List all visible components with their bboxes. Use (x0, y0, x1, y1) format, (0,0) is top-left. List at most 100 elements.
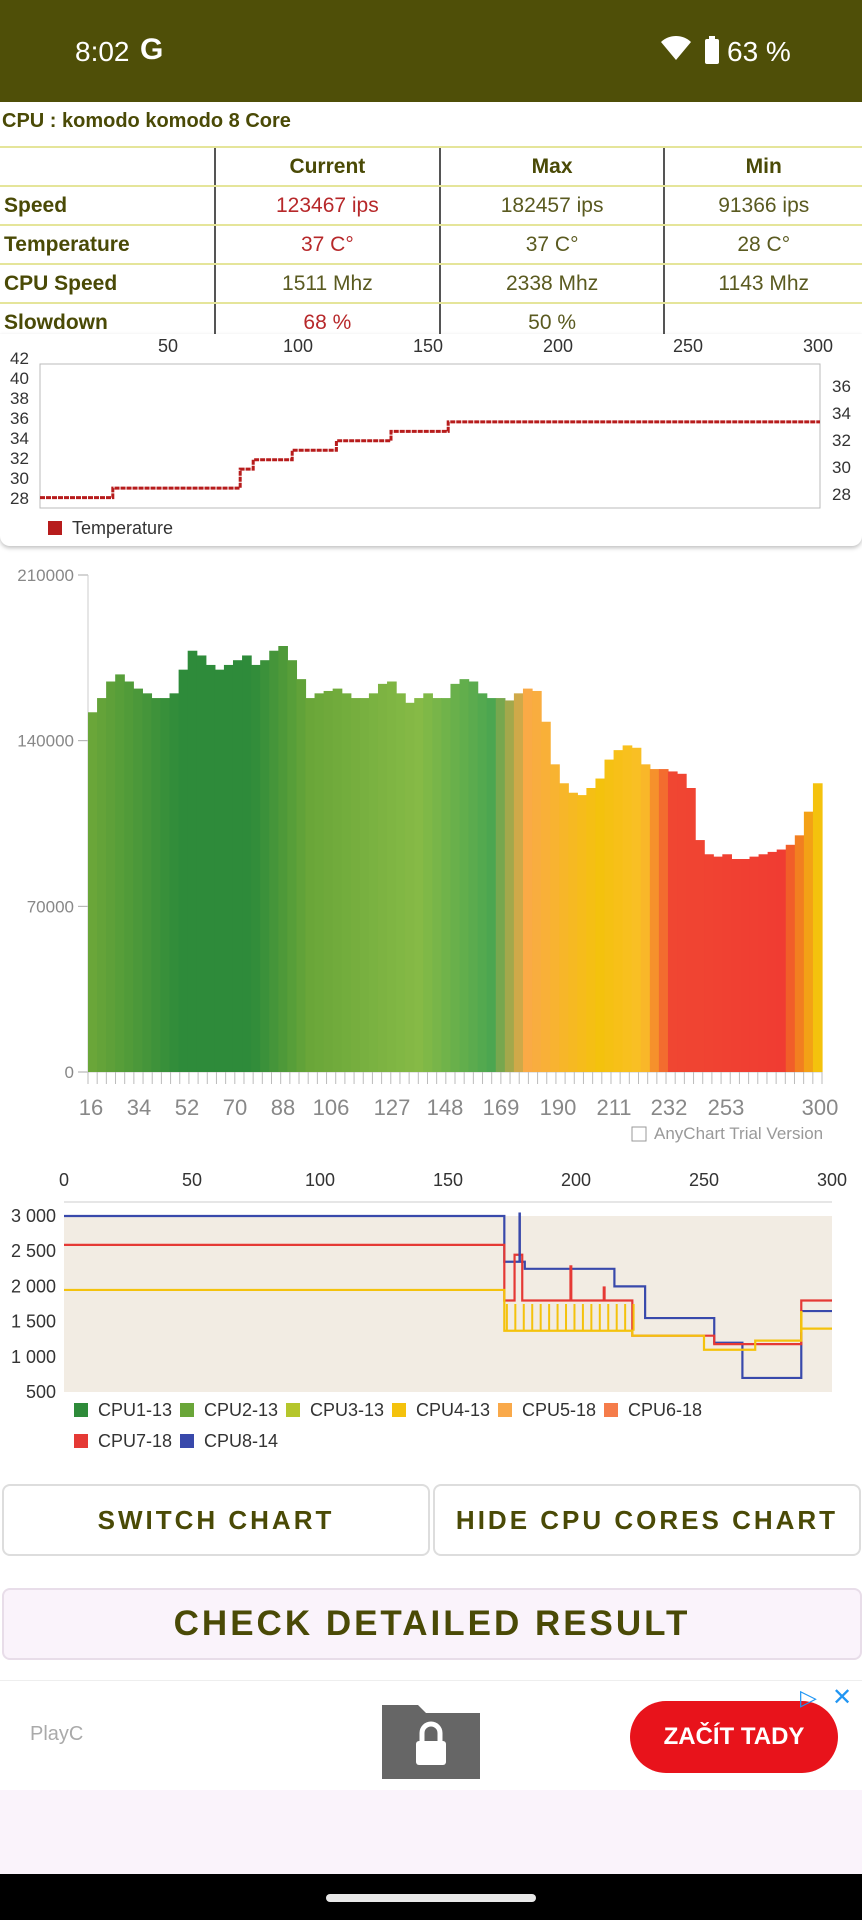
x-tick-label: 106 (313, 1095, 350, 1120)
speed-bar (260, 660, 270, 1072)
row-label: Temperature (0, 225, 215, 265)
core-legend-item: CPU6-18 (604, 1400, 702, 1421)
header-empty (0, 146, 215, 187)
x-tick-label: 250 (689, 1170, 719, 1190)
speed-bar (377, 683, 388, 1072)
speed-bar (88, 712, 98, 1072)
x-tick-label: 300 (803, 336, 833, 356)
x-tick-label: 50 (158, 336, 178, 356)
core-legend-item: CPU8-14 (180, 1431, 278, 1452)
x-tick-label: 88 (271, 1095, 295, 1120)
speed-bar (794, 835, 805, 1072)
legend-swatch (74, 1403, 88, 1417)
home-gesture-pill[interactable] (326, 1894, 536, 1902)
speed-bar (214, 669, 225, 1072)
check-detailed-result-button[interactable]: CHECK DETAILED RESULT (2, 1588, 862, 1660)
speed-bar (242, 655, 252, 1072)
cell-current: 37 C° (214, 225, 440, 265)
speed-bar (450, 683, 461, 1072)
table-row: Temperature 37 C° 37 C° 28 C° (0, 225, 862, 265)
temperature-legend: Temperature (48, 518, 173, 539)
y-left-tick-label: 38 (10, 389, 29, 408)
y-left-tick-label: 30 (10, 469, 29, 488)
y-tick-label: 2 000 (11, 1276, 56, 1296)
y-tick-label: 3 000 (11, 1206, 56, 1226)
ad-close-icon[interactable]: ✕ (832, 1684, 853, 1711)
x-tick-label: 100 (283, 336, 313, 356)
speed-bar (178, 669, 189, 1072)
x-tick-label: 253 (708, 1095, 745, 1120)
x-tick-label: 150 (433, 1170, 463, 1190)
y-tick-label: 500 (26, 1382, 56, 1400)
speed-bar (368, 693, 379, 1072)
x-tick-label: 190 (540, 1095, 577, 1120)
speed-bar (151, 698, 162, 1072)
ad-cta-button[interactable]: ZAČÍT TADY (630, 1701, 838, 1773)
core-legend-item: CPU1-13 (74, 1400, 172, 1421)
x-tick-label: 232 (651, 1095, 688, 1120)
hide-cpu-cores-chart-button[interactable]: HIDE CPU CORES CHART (433, 1484, 861, 1556)
cell-min: 1143 Mhz (663, 264, 862, 304)
speed-bar (586, 788, 597, 1072)
ad-info-icon[interactable]: ▷ (800, 1685, 817, 1710)
status-bar: 8:02 G 63 % (0, 0, 862, 102)
speed-bar (196, 655, 207, 1072)
legend-swatch (604, 1403, 618, 1417)
speed-bar (423, 693, 433, 1072)
speed-bar (667, 771, 678, 1072)
speed-bar (504, 700, 515, 1072)
core-legend-item: CPU5-18 (498, 1400, 596, 1421)
legend-label: CPU4-13 (416, 1400, 491, 1420)
speed-bar (550, 764, 560, 1072)
speed-bar (577, 795, 587, 1072)
legend-label: CPU1-13 (98, 1400, 173, 1420)
switch-chart-button[interactable]: SWITCH CHART (2, 1484, 430, 1556)
speed-bar (695, 840, 705, 1072)
plot-frame (39, 363, 821, 509)
speed-bar (486, 698, 497, 1072)
speed-bar (776, 849, 787, 1072)
speed-bar (341, 693, 352, 1072)
speed-bar (640, 764, 651, 1072)
wifi-icon (661, 36, 691, 60)
speed-bar (532, 690, 542, 1072)
speed-bar (677, 773, 687, 1072)
temperature-line (40, 420, 820, 500)
speed-bar (405, 702, 415, 1072)
y-left-tick-label: 28 (10, 489, 29, 508)
speed-bar (350, 698, 361, 1072)
speed-bar (604, 759, 615, 1072)
speed-bar-chart: 210000 140000 70000 0 16 34 52 70 88 106 127 148 169… (17, 566, 838, 1143)
cell-max: 2338 Mhz (438, 264, 665, 304)
speed-bar (124, 681, 134, 1072)
x-tick-label: 52 (175, 1095, 199, 1120)
speed-bar (97, 698, 107, 1072)
y-tick-label: 1 500 (11, 1312, 56, 1332)
speed-bar (749, 856, 760, 1072)
speed-bar (251, 664, 261, 1072)
speed-bar (713, 856, 723, 1072)
speed-bar (232, 660, 243, 1072)
speed-bar (269, 650, 279, 1072)
stats-header-row: Current Max Min (0, 146, 862, 187)
speed-bar (441, 698, 452, 1072)
temperature-chart-panel: 50 100 150 200 250 300 42 40 38 36 34 32 30 28 36 34 32 3… (0, 334, 862, 546)
y-left-tick-label: 32 (10, 449, 29, 468)
anychart-logo-icon (631, 1126, 647, 1142)
speed-bar (359, 698, 370, 1072)
speed-bar (142, 693, 153, 1072)
speed-bar (631, 747, 642, 1072)
legend-label: CPU6-18 (628, 1400, 703, 1420)
speed-bar (296, 679, 307, 1072)
ad-banner[interactable]: PlayC ZAČÍT TADY ▷ ✕ (0, 1680, 862, 1791)
x-tick-label: 150 (413, 336, 443, 356)
x-tick-label: 34 (127, 1095, 151, 1120)
x-tick-label: 0 (59, 1170, 69, 1190)
speed-bar (803, 811, 814, 1072)
speed-bar (387, 681, 397, 1072)
header-max: Max (438, 146, 665, 187)
speed-bar (396, 693, 406, 1072)
legend-label: Temperature (72, 518, 174, 538)
speed-bar (722, 854, 732, 1072)
legend-swatch (286, 1403, 300, 1417)
